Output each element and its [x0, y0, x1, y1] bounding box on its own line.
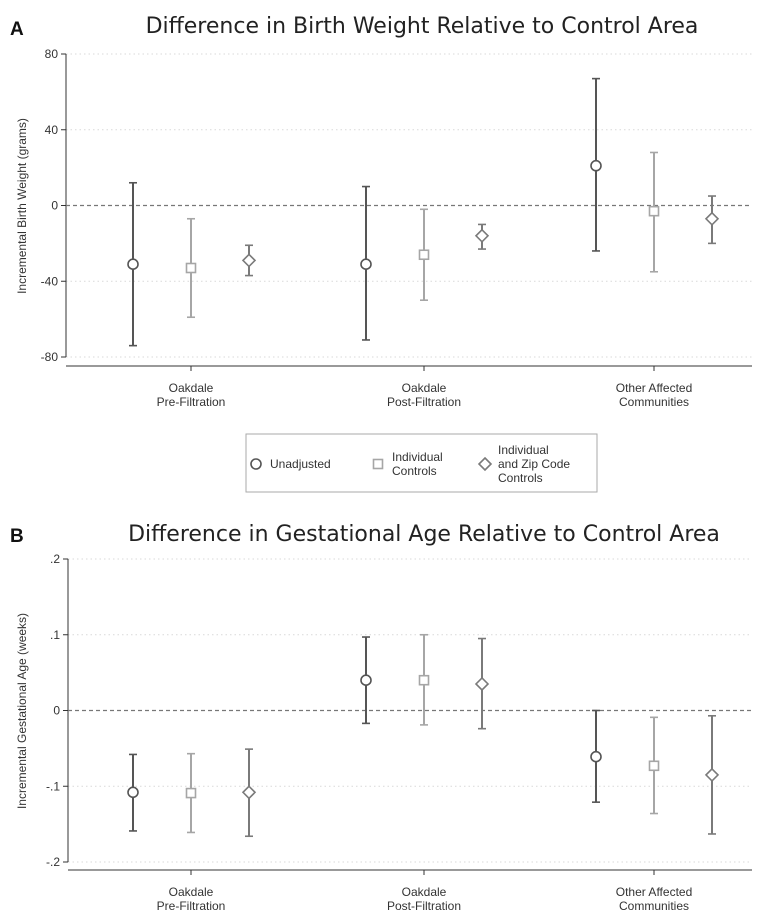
- panel-b-unadjusted-oakdale-post-point: [360, 674, 372, 687]
- legend-individual-controls-label: Individual: [392, 450, 443, 464]
- panel-a-individual-controls-oakdale-post-point: [418, 249, 430, 261]
- panel-letter-b: B: [10, 526, 24, 547]
- panel-a-unadjusted-other-affected-point: [590, 159, 602, 172]
- legend-individual-zip-controls-label: and Zip Code: [498, 457, 570, 471]
- panel-letter-a: A: [10, 19, 24, 40]
- panel-b-plot: .2.10-.1-.2OakdalePre-FiltrationOakdaleP…: [46, 552, 752, 913]
- panel-b-category-label-oakdale-post: Post-Filtration: [387, 899, 461, 913]
- legend-individual-zip-controls-marker: [477, 456, 493, 472]
- panel-a-y-tick-label: -40: [41, 274, 59, 288]
- panel-a-category-label-oakdale-post: Oakdale: [402, 381, 447, 395]
- panel-a-individual-controls-other-affected-point: [648, 205, 660, 217]
- panel-a-individual-zip-controls-oakdale-pre-point: [241, 253, 257, 268]
- panel-a-category-label-other-affected: Communities: [619, 395, 689, 409]
- panel-b-y-tick-label: 0: [53, 704, 60, 718]
- panel-b-title: Difference in Gestational Age Relative t…: [128, 522, 720, 547]
- panel-a-category-label-oakdale-post: Post-Filtration: [387, 395, 461, 409]
- panel-b-category-label-other-affected: Other Affected: [616, 885, 693, 899]
- legend-individual-controls-label: Controls: [392, 464, 437, 478]
- panel-a-individual-zip-controls-oakdale-post-point: [474, 228, 490, 243]
- panel-b-y-tick-label: .2: [50, 552, 60, 566]
- panel-b-category-label-other-affected: Communities: [619, 899, 689, 913]
- panel-b-individual-controls-oakdale-pre-point: [185, 787, 197, 799]
- legend-box: [245, 433, 598, 493]
- panel-a-category-label-other-affected: Other Affected: [616, 381, 693, 395]
- panel-b-individual-zip-controls-oakdale-post-point: [474, 676, 490, 692]
- panel-a-y-tick-label: 80: [45, 47, 59, 61]
- panel-a-unadjusted-oakdale-post-point: [360, 258, 372, 271]
- panel-b-individual-controls-other-affected-point: [648, 760, 660, 772]
- panel-a-title: Difference in Birth Weight Relative to C…: [146, 14, 699, 39]
- panel-b-individual-zip-controls-oakdale-pre-point: [241, 785, 257, 800]
- legend-individual-zip-controls-label: Individual: [498, 443, 549, 457]
- legend-unadjusted-marker: [250, 458, 262, 470]
- panel-a-y-tick-label: 0: [51, 199, 58, 213]
- panel-a-y-axis-label: Incremental Birth Weight (grams): [15, 118, 29, 294]
- panel-a-unadjusted-oakdale-pre-point: [127, 258, 139, 271]
- panel-a-category-label-oakdale-pre: Pre-Filtration: [157, 395, 226, 409]
- panel-b-y-tick-label: -.2: [46, 855, 60, 869]
- panel-a-individual-controls-oakdale-pre-point: [185, 262, 197, 274]
- panel-b-y-tick-label: -.1: [46, 779, 60, 793]
- panel-b-y-tick-label: .1: [50, 628, 60, 642]
- legend: Unadjusted IndividualControlsIndividualan…: [245, 433, 598, 493]
- panel-a-individual-zip-controls-other-affected-point: [704, 211, 720, 226]
- panel-b-category-label-oakdale-pre: Oakdale: [169, 885, 214, 899]
- legend-individual-controls-marker: [372, 458, 384, 470]
- panel-a-plot: 80400-40-80OakdalePre-FiltrationOakdaleP…: [41, 47, 752, 409]
- panel-a-y-tick-label: -80: [41, 350, 59, 364]
- panel-b-unadjusted-oakdale-pre-point: [127, 786, 139, 799]
- panel-b-y-axis-label: Incremental Gestational Age (weeks): [15, 613, 29, 809]
- legend-unadjusted-label: Unadjusted: [270, 457, 331, 471]
- panel-a-category-label-oakdale-pre: Oakdale: [169, 381, 214, 395]
- panel-a-y-tick-label: 40: [45, 123, 59, 137]
- panel-b-individual-zip-controls-other-affected-point: [704, 767, 720, 783]
- panel-b-individual-controls-oakdale-post-point: [418, 674, 430, 686]
- legend-individual-zip-controls-label: Controls: [498, 471, 543, 485]
- panel-b-unadjusted-other-affected-point: [590, 750, 602, 763]
- panel-b-category-label-oakdale-post: Oakdale: [402, 885, 447, 899]
- panel-b-category-label-oakdale-pre: Pre-Filtration: [157, 899, 226, 913]
